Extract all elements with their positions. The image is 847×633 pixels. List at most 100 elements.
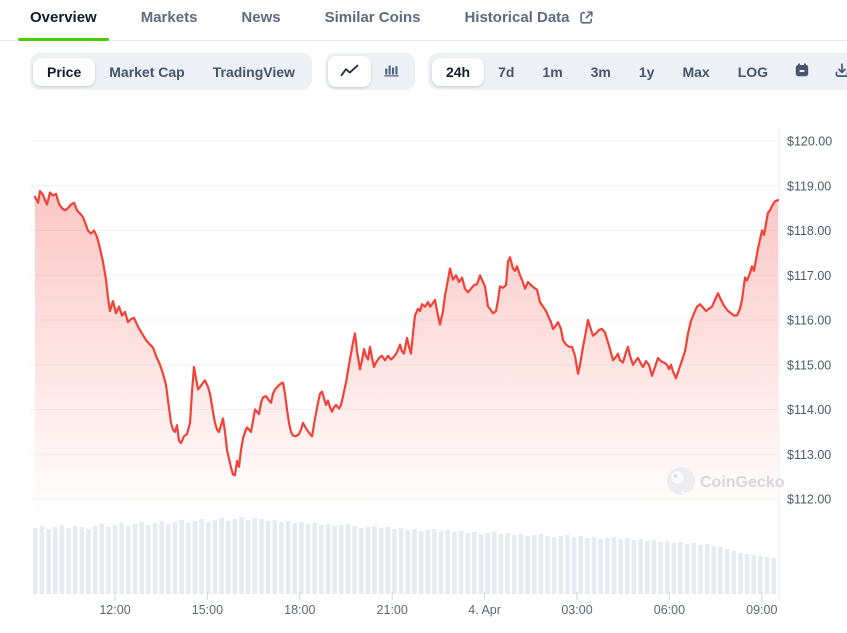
x-axis-labels: 12:00 15:00 18:00 21:00 4. Apr 03:00 06:00 09:0… — [99, 592, 777, 617]
price-area-fill — [35, 191, 778, 515]
y-axis-label: $112.00 — [787, 493, 831, 507]
volume-bar — [112, 525, 118, 594]
volume-bar — [478, 534, 484, 594]
volume-bar — [385, 527, 391, 594]
chart-type-segmented-control — [324, 53, 415, 90]
volume-bar — [139, 522, 145, 594]
time-range-segmented-control: 24h 7d 1m 3m 1y Max LOG — [427, 53, 847, 90]
bar-chart-type-button[interactable] — [371, 56, 412, 87]
volume-bar — [684, 544, 690, 594]
volume-bar — [744, 554, 750, 594]
volume-bar — [185, 523, 191, 594]
volume-bar — [531, 535, 537, 594]
volume-bar — [611, 537, 617, 594]
volume-bar — [525, 536, 530, 594]
y-axis-label: $113.00 — [787, 448, 831, 462]
y-axis-label: $115.00 — [787, 358, 831, 372]
volume-bar — [625, 538, 630, 594]
range-24h-button[interactable]: 24h — [431, 57, 485, 86]
volume-bar — [72, 526, 78, 594]
y-axis-label: $116.00 — [787, 314, 831, 328]
line-chart-icon — [340, 64, 359, 80]
volume-bar — [398, 528, 404, 594]
volume-bar — [119, 523, 125, 594]
market-cap-button[interactable]: Market Cap — [95, 58, 198, 86]
volume-bar — [764, 557, 770, 594]
tab-news[interactable]: News — [229, 9, 292, 40]
external-link-icon — [579, 10, 594, 25]
download-chart-button[interactable] — [822, 56, 847, 87]
volume-bar — [458, 531, 464, 594]
volume-bar — [538, 534, 544, 594]
volume-bar — [126, 526, 131, 594]
x-axis-label: 15:00 — [192, 603, 223, 617]
range-7d-button[interactable]: 7d — [484, 58, 528, 86]
tab-similar-coins[interactable]: Similar Coins — [313, 9, 433, 40]
volume-bar — [518, 534, 524, 594]
volume-bar — [691, 543, 697, 594]
tab-historical-data[interactable]: Historical Data — [452, 9, 605, 40]
date-range-button[interactable] — [782, 56, 822, 87]
volume-bar — [245, 520, 251, 594]
volume-bar — [378, 528, 384, 594]
volume-bar — [465, 533, 470, 594]
volume-bar — [491, 532, 497, 594]
tradingview-button[interactable]: TradingView — [199, 58, 309, 86]
chart-toolbar: Price Market Cap TradingView — [30, 53, 847, 90]
volume-bar — [658, 542, 663, 594]
volume-bar — [146, 525, 151, 594]
volume-bar — [412, 529, 417, 594]
volume-bar — [192, 521, 198, 594]
volume-bar — [299, 522, 304, 594]
volume-bar — [704, 544, 710, 594]
tab-overview-label: Overview — [30, 9, 97, 26]
range-max-button[interactable]: Max — [668, 58, 723, 86]
volume-bar — [312, 523, 317, 594]
volume-bar — [565, 535, 570, 594]
volume-bar — [92, 526, 98, 594]
volume-bar — [372, 526, 377, 594]
price-button[interactable]: Price — [33, 57, 96, 86]
volume-bar — [39, 526, 45, 594]
range-1m-button[interactable]: 1m — [528, 58, 576, 86]
volume-bar — [272, 520, 278, 594]
y-axis-label: $119.00 — [787, 179, 831, 193]
volume-bar — [551, 537, 557, 594]
volume-bar — [605, 538, 610, 594]
x-axis-label: 4. Apr — [468, 603, 501, 617]
range-3m-button[interactable]: 3m — [577, 58, 625, 86]
volume-bar — [571, 537, 577, 594]
volume-bar — [99, 524, 105, 594]
volume-bar — [152, 523, 158, 594]
volume-bar — [365, 527, 371, 594]
volume-bar — [159, 521, 164, 594]
tab-overview[interactable]: Overview — [18, 9, 109, 41]
volume-bar — [33, 528, 38, 594]
volume-bar — [445, 530, 451, 594]
x-axis-label: 03:00 — [561, 603, 592, 617]
x-axis-label: 21:00 — [377, 603, 408, 617]
x-axis-label: 12:00 — [99, 603, 130, 617]
volume-bar — [265, 521, 271, 594]
y-axis-label: $118.00 — [787, 224, 831, 238]
volume-bar — [558, 536, 564, 594]
volume-bar — [432, 529, 437, 594]
volume-bar — [252, 518, 258, 594]
volume-bar — [205, 522, 211, 594]
x-axis-label: 06:00 — [654, 603, 685, 617]
volume-bar — [718, 547, 723, 594]
volume-bar — [225, 521, 231, 594]
tab-markets[interactable]: Markets — [129, 9, 210, 40]
volume-bar — [46, 529, 51, 594]
volume-bar — [179, 520, 184, 594]
range-1y-button[interactable]: 1y — [625, 58, 669, 86]
calendar-icon — [794, 62, 810, 81]
volume-bar — [66, 528, 71, 594]
volume-bar — [52, 527, 58, 594]
volume-bar — [285, 521, 291, 594]
line-chart-type-button[interactable] — [327, 56, 371, 87]
watermark-text: CoinGecko — [700, 474, 785, 491]
volume-bar — [86, 529, 91, 594]
log-scale-button[interactable]: LOG — [724, 58, 782, 86]
